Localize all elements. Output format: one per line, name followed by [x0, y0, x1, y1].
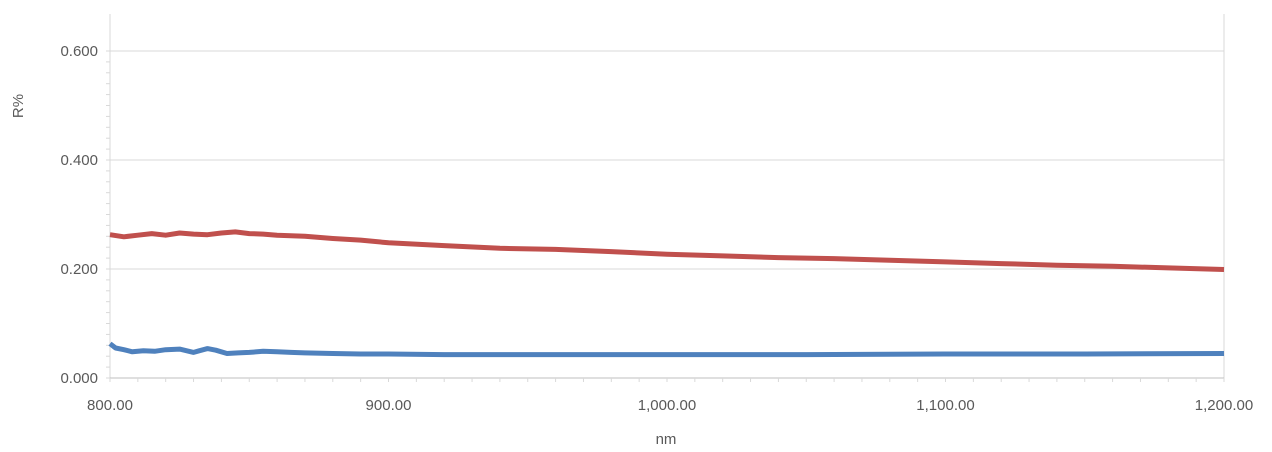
- x-tick-label: 1,200.00: [1195, 397, 1253, 414]
- y-tick-label: 0.600: [60, 43, 98, 60]
- x-tick-label: 900.00: [366, 397, 412, 414]
- y-axis-title: R%: [10, 94, 27, 118]
- series-line-2: [108, 341, 1225, 358]
- x-tick-label: 1,000.00: [638, 397, 696, 414]
- y-tick-label: 0.000: [60, 370, 98, 387]
- series-line-1: [109, 229, 1225, 272]
- y-tick-label: 0.400: [60, 152, 98, 169]
- x-tick-label: 800.00: [87, 397, 133, 414]
- y-tick-label: 0.200: [60, 261, 98, 278]
- tick-labels: 0.000 0.200 0.400 0.600 800.00 900.00 1,000.00…: [60, 43, 1253, 414]
- axes: [106, 14, 1225, 382]
- x-tick-label: 1,100.00: [916, 397, 974, 414]
- gridlines: [110, 14, 1225, 378]
- x-axis-title: nm: [656, 431, 677, 448]
- series-lines: [108, 229, 1225, 358]
